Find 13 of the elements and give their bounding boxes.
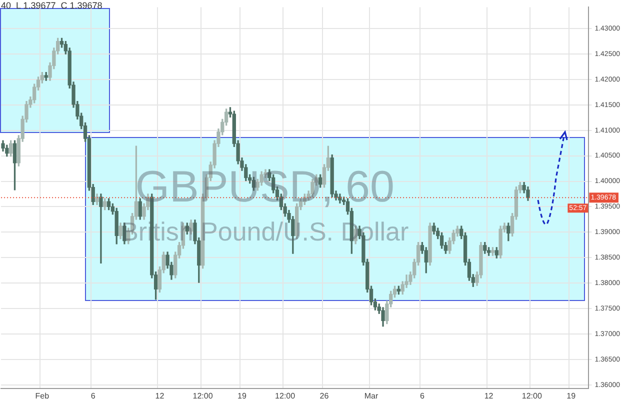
x-tick-label: 12: [155, 391, 165, 400]
annotation: 40 L 1.39677 C 1.39678: [1, 0, 102, 10]
x-tick-label: 19: [566, 391, 576, 400]
x-tick-label: Feb: [35, 391, 50, 400]
x-tick-label: Mar: [364, 391, 378, 400]
x-tick-label: 12:00: [275, 391, 296, 400]
x-tick-label: 19: [238, 391, 247, 400]
x-tick-label: 6: [90, 391, 96, 400]
x-tick-label: 26: [320, 391, 330, 400]
x-tick-label: 12:00: [522, 391, 542, 400]
x-tick-label: 12:00: [192, 391, 214, 400]
x-tick-label: 12: [484, 391, 494, 400]
x-tick-label: 6: [420, 391, 425, 400]
